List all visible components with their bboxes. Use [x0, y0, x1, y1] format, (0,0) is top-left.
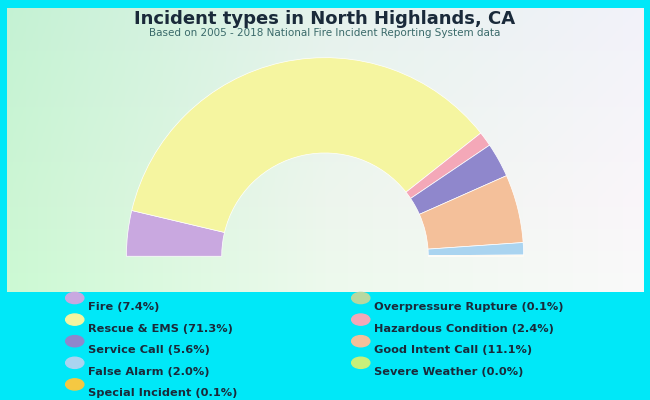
Wedge shape — [406, 133, 489, 198]
Text: Fire (7.4%): Fire (7.4%) — [88, 302, 159, 312]
Wedge shape — [411, 145, 506, 214]
Text: Severe Weather (0.0%): Severe Weather (0.0%) — [374, 367, 523, 377]
Text: Good Intent Call (11.1%): Good Intent Call (11.1%) — [374, 345, 532, 355]
Wedge shape — [419, 176, 523, 249]
Text: False Alarm (2.0%): False Alarm (2.0%) — [88, 367, 209, 377]
Text: Incident types in North Highlands, CA: Incident types in North Highlands, CA — [135, 10, 515, 28]
Text: Based on 2005 - 2018 National Fire Incident Reporting System data: Based on 2005 - 2018 National Fire Incid… — [150, 28, 500, 38]
Text: Hazardous Condition (2.4%): Hazardous Condition (2.4%) — [374, 324, 554, 334]
Wedge shape — [132, 58, 481, 232]
Wedge shape — [428, 255, 524, 256]
Text: Rescue & EMS (71.3%): Rescue & EMS (71.3%) — [88, 324, 233, 334]
Wedge shape — [428, 242, 524, 256]
Text: Service Call (5.6%): Service Call (5.6%) — [88, 345, 209, 355]
Text: Special Incident (0.1%): Special Incident (0.1%) — [88, 388, 237, 398]
Wedge shape — [126, 210, 224, 256]
Text: Overpressure Rupture (0.1%): Overpressure Rupture (0.1%) — [374, 302, 564, 312]
